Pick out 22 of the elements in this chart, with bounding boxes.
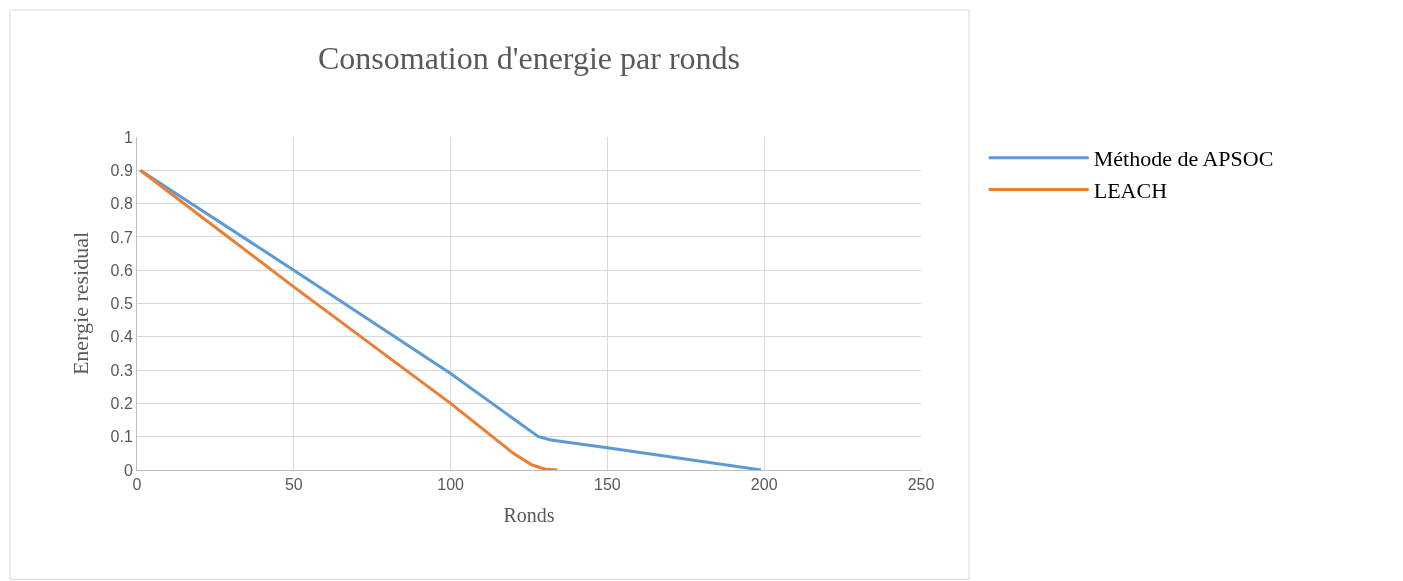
y-tick-label: 0.4 [110,328,133,346]
x-tick-label: 200 [750,476,778,494]
x-tick-label: 100 [437,476,465,494]
y-tick-label: 0.6 [110,261,133,279]
y-tick-label: 0 [123,461,133,479]
y-tick-label: 0.9 [110,161,133,179]
legend-label: Méthode de APSOC [1093,146,1274,172]
y-tick-label: 0.7 [110,228,133,246]
x-tick-label: 50 [284,476,303,494]
y-tick-label: 0.3 [110,361,133,379]
y-axis-title: Energie residual [68,231,94,376]
y-tick-label: 0.2 [110,395,133,412]
y-tick-label: 0.8 [110,195,133,213]
x-axis-title: Ronds [503,503,555,526]
line-series [138,168,559,470]
x-tick-label: 150 [594,476,621,494]
y-tick-label: 1 [123,128,133,146]
chart-title: Consomation d'energie par ronds [318,40,740,77]
x-tick-label: 250 [907,476,935,494]
legend-label: LEACH [1093,177,1168,203]
y-tick-label: 0.1 [110,428,133,446]
y-tick-label: 0.5 [110,295,133,313]
